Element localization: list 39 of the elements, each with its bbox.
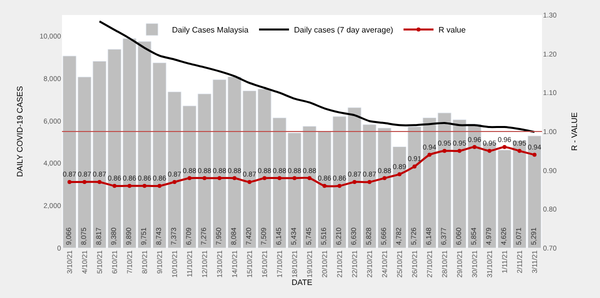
point bbox=[338, 184, 342, 188]
point bbox=[128, 184, 132, 188]
point bbox=[502, 145, 506, 150]
point bbox=[98, 180, 102, 184]
point bbox=[518, 148, 522, 153]
legend-label: R value bbox=[438, 26, 466, 35]
point bbox=[82, 180, 86, 184]
point bbox=[398, 172, 402, 176]
point bbox=[262, 176, 266, 180]
point bbox=[112, 184, 116, 188]
point bbox=[292, 176, 296, 180]
point bbox=[428, 152, 432, 157]
point bbox=[308, 176, 312, 180]
point bbox=[382, 176, 386, 180]
point bbox=[322, 184, 326, 188]
point bbox=[458, 148, 462, 153]
point bbox=[158, 184, 162, 188]
point bbox=[488, 148, 492, 153]
y-axis-title: DAILY COVID-19 CASES bbox=[15, 86, 24, 177]
point bbox=[442, 148, 446, 153]
point bbox=[352, 180, 356, 184]
point bbox=[472, 145, 476, 150]
point bbox=[188, 176, 192, 180]
point bbox=[248, 180, 252, 184]
y2-axis-title: R - VALUE bbox=[570, 112, 579, 151]
point bbox=[532, 152, 536, 157]
legend-label: Daily cases (7 day average) bbox=[294, 26, 394, 35]
point bbox=[232, 176, 236, 180]
point bbox=[142, 184, 146, 188]
legend-label: Daily Cases Malaysia bbox=[172, 26, 250, 35]
point bbox=[368, 180, 372, 184]
point bbox=[172, 180, 176, 184]
point bbox=[202, 176, 206, 180]
line-series bbox=[98, 20, 536, 133]
x-axis-title: DATE bbox=[292, 278, 312, 287]
point bbox=[412, 164, 416, 168]
point bbox=[218, 176, 222, 180]
point bbox=[68, 180, 72, 184]
point bbox=[278, 176, 282, 180]
